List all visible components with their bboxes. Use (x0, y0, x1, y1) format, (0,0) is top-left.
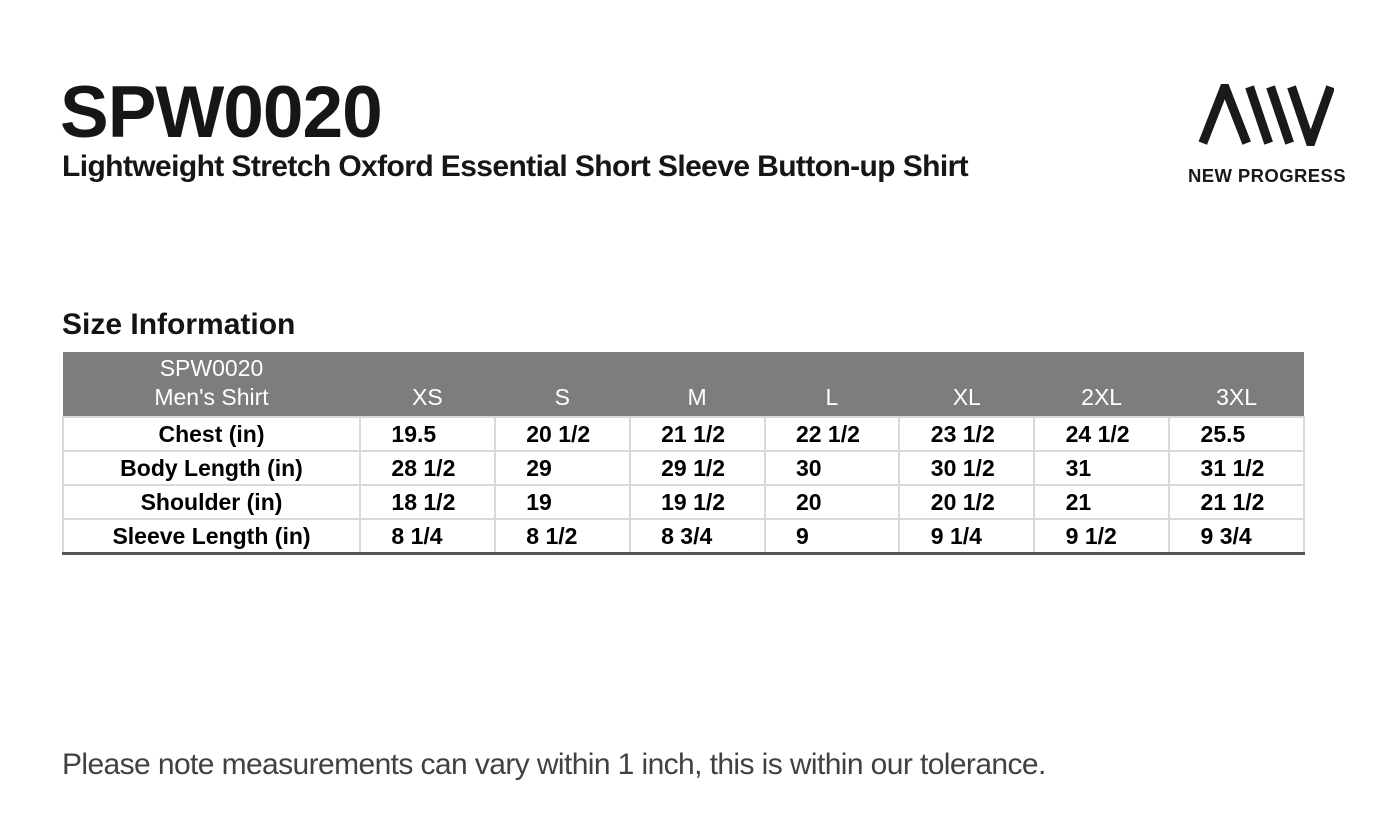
size-column-header-xs: XS (360, 352, 495, 417)
size-column-header-xl: XL (899, 352, 1035, 417)
table-row-chest: Chest (in) 19.5 20 1/2 21 1/2 22 1/2 23 … (62, 416, 1305, 451)
product-code: SPW0020 (159, 355, 264, 381)
size-value-cell: 24 1/2 (1033, 416, 1170, 451)
size-value-cell: 23 1/2 (898, 416, 1035, 451)
product-type: Men's Shirt (154, 384, 269, 410)
tolerance-note: Please note measurements can vary within… (62, 748, 1046, 781)
size-value-cell: 30 (763, 450, 900, 485)
size-value-cell: 19 1/2 (628, 484, 765, 519)
size-column-header-l: L (764, 352, 900, 417)
size-value-cell: 21 (1033, 484, 1170, 519)
size-value-cell: 25.5 (1168, 416, 1305, 451)
size-column-header-m: M (629, 352, 765, 417)
size-value-cell: 20 (763, 484, 900, 519)
size-value-cell: 19 (493, 484, 630, 519)
row-label: Shoulder (in) (62, 484, 360, 519)
size-information-heading: Size Information (62, 308, 296, 341)
size-value-cell: 19.5 (359, 416, 495, 451)
size-value-cell: 28 1/2 (359, 450, 495, 485)
size-value-cell: 29 1/2 (628, 450, 765, 485)
size-column-header-2xl: 2XL (1034, 352, 1170, 417)
size-value-cell: 18 1/2 (359, 484, 495, 519)
row-label: Sleeve Length (in) (62, 518, 360, 553)
size-value-cell: 20 1/2 (898, 484, 1035, 519)
size-table: SPW0020 Men's Shirt XS S M L XL 2XL 3XL … (62, 352, 1305, 555)
size-value-cell: 21 1/2 (628, 416, 765, 451)
page-title: SPW0020 (60, 72, 383, 153)
size-value-cell: 31 (1033, 450, 1170, 485)
table-row-body-length: Body Length (in) 28 1/2 29 29 1/2 30 30 … (62, 450, 1305, 485)
product-subtitle: Lightweight Stretch Oxford Essential Sho… (62, 150, 969, 183)
row-label: Chest (in) (62, 416, 360, 451)
brand-block: NEW PROGRESS (1188, 84, 1346, 187)
size-value-cell: 8 3/4 (628, 518, 765, 553)
brand-name: NEW PROGRESS (1188, 165, 1346, 186)
size-value-cell: 21 1/2 (1168, 484, 1305, 519)
size-value-cell: 8 1/2 (493, 518, 630, 553)
row-label: Body Length (in) (62, 450, 360, 485)
size-value-cell: 30 1/2 (898, 450, 1035, 485)
size-value-cell: 9 1/2 (1033, 518, 1170, 553)
size-value-cell: 22 1/2 (763, 416, 900, 451)
size-value-cell: 20 1/2 (493, 416, 630, 451)
size-column-header-s: S (494, 352, 630, 417)
size-value-cell: 8 1/4 (359, 518, 495, 553)
new-progress-logo-icon (1198, 84, 1334, 146)
table-row-sleeve-length: Sleeve Length (in) 8 1/4 8 1/2 8 3/4 9 9… (62, 518, 1305, 553)
product-header-cell: SPW0020 Men's Shirt (63, 352, 360, 417)
size-value-cell: 9 3/4 (1168, 518, 1305, 553)
size-table-header-row: SPW0020 Men's Shirt XS S M L XL 2XL 3XL (63, 352, 1304, 417)
size-column-header-3xl: 3XL (1169, 352, 1304, 417)
table-row-shoulder: Shoulder (in) 18 1/2 19 19 1/2 20 20 1/2… (62, 484, 1305, 519)
size-value-cell: 31 1/2 (1168, 450, 1305, 485)
size-value-cell: 29 (493, 450, 630, 485)
size-value-cell: 9 1/4 (898, 518, 1035, 553)
size-value-cell: 9 (763, 518, 900, 553)
